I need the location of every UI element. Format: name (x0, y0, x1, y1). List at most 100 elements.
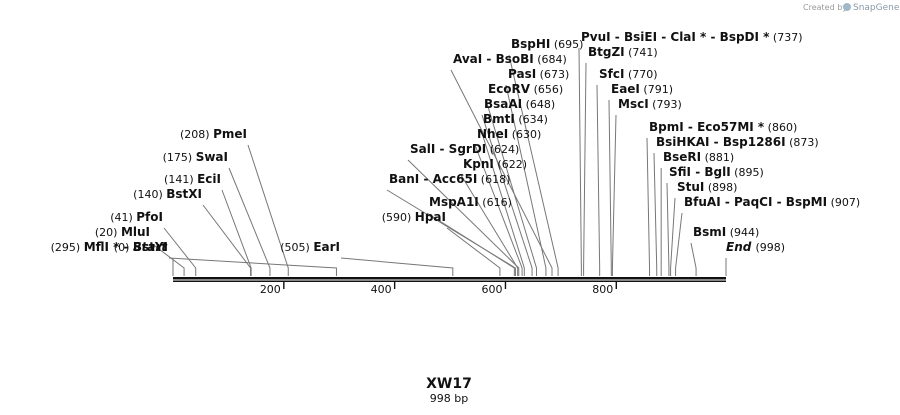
site-leader-line (608, 99, 612, 276)
enzyme-name: BsaAI (484, 97, 522, 111)
site-leader-line (450, 69, 553, 276)
site-position: (295) (51, 241, 84, 254)
site-label-sfii: SfiI - BglI (895) (669, 165, 764, 179)
separator: - (119, 240, 132, 254)
ruler-ticks: 200 400 600 800 (260, 282, 617, 296)
enzyme-name: MflI * (84, 240, 120, 254)
site-label-msci: MscI (793) (618, 97, 682, 111)
separator: - (706, 30, 719, 44)
end-name: End (726, 240, 756, 254)
enzyme-name: SalI (410, 142, 435, 156)
enzyme-name: BspHI (511, 37, 550, 51)
backbone-top-strand (173, 277, 726, 280)
enzyme-name: BspMI (786, 195, 827, 209)
enzyme-name: SwaI (196, 150, 228, 164)
enzyme-name: EaeI (611, 82, 640, 96)
enzyme-name: BstYI (133, 240, 168, 254)
site-position: (873) (786, 136, 819, 149)
enzyme-name: KpnI (463, 157, 494, 171)
site-leader-line (228, 167, 271, 276)
site-leader-line (508, 54, 559, 276)
site-label-bseri: BseRI (881) (663, 150, 734, 164)
snapgene-logo-icon (843, 3, 851, 11)
enzyme-name: PvuI (581, 30, 611, 44)
sequence-name: XW17 (426, 376, 472, 392)
enzyme-name: PaqCI (734, 195, 772, 209)
site-position: (505) (280, 241, 313, 254)
enzyme-name: ClaI * (670, 30, 707, 44)
site-label-mspa1i: MspA1I (616) (429, 195, 512, 209)
tick-label: 600 (481, 283, 502, 296)
separator: - (419, 172, 432, 186)
site-leader-line (221, 189, 252, 276)
enzyme-name: BspDI * (720, 30, 770, 44)
site-label-bsphi: BspHI (695) (511, 37, 583, 51)
enzyme-name: PmeI (213, 127, 247, 141)
start-position: (0) (114, 241, 133, 254)
site-leader-line (386, 189, 516, 276)
site-position: (895) (731, 166, 764, 179)
site-leader-line (505, 84, 547, 276)
separator: - (710, 135, 723, 149)
enzyme-name: BseRI (663, 150, 701, 164)
site-leader-line (163, 227, 197, 276)
site-position: (616) (479, 196, 512, 209)
site-label-mlui: (20) MluI (95, 225, 150, 239)
site-position: (634) (515, 113, 548, 126)
site-label-pfoi: (41) PfoI (110, 210, 163, 224)
site-label-sfci: SfcI (770) (599, 67, 658, 81)
site-leader-line (340, 257, 454, 276)
site-leader-line (666, 182, 670, 276)
enzyme-name: BsiEI (624, 30, 657, 44)
start-label: (0) Start (114, 240, 168, 254)
site-label-btgzi: BtgZI (741) (588, 45, 658, 59)
enzyme-name: BtgZI (588, 45, 625, 59)
tick-label: 200 (260, 283, 281, 296)
separator: - (611, 30, 624, 44)
site-position: (175) (163, 151, 196, 164)
separator: - (721, 195, 734, 209)
site-label-avai: AvaI - BsoBI (684) (453, 52, 567, 66)
enzyme-name: MscI (618, 97, 649, 111)
tick-label: 400 (371, 283, 392, 296)
site-position: (622) (494, 158, 527, 171)
enzyme-name: BsoBI (496, 52, 534, 66)
end-position: (998) (756, 241, 786, 254)
site-label-bsihkai: BsiHKAI - Bsp1286I (873) (656, 135, 819, 149)
site-position: (618) (477, 173, 510, 186)
site-position: (630) (508, 128, 541, 141)
site-leader-line (485, 99, 537, 276)
site-position: (624) (486, 143, 519, 156)
enzyme-name: BsiHKAI (656, 135, 710, 149)
site-leader-line (690, 242, 697, 276)
site-leader-line (611, 114, 617, 276)
enzyme-name: AvaI (453, 52, 482, 66)
site-label-bani: BanI - Acc65I (618) (389, 172, 510, 186)
site-leader-line (426, 212, 515, 276)
site-position: (944) (726, 226, 759, 239)
site-position: (898) (704, 181, 737, 194)
site-label-nhei: NheI (630) (477, 127, 541, 141)
site-leader-line (474, 144, 523, 276)
credit-brand: SnapGene (853, 3, 900, 13)
site-position: (907) (827, 196, 860, 209)
enzyme-name: BpmI (649, 120, 684, 134)
site-position: (791) (640, 83, 673, 96)
backbone-bottom-strand (173, 280, 726, 282)
site-leader-line (168, 257, 337, 276)
enzyme-name: Eco57MI * (697, 120, 765, 134)
site-leader-line (150, 242, 185, 276)
separator: - (435, 142, 448, 156)
separator: - (482, 52, 495, 66)
separator: - (684, 120, 697, 134)
enzyme-name: HpaI (415, 210, 446, 224)
site-position: (656) (530, 83, 563, 96)
site-label-bstxi: (140) BstXI (133, 187, 202, 201)
snapgene-credit: Created by SnapGene (803, 3, 900, 13)
site-labels: (0) Start(295) MflI * - BstYI (505) EarI E… (51, 30, 861, 254)
site-leader-line (675, 212, 683, 276)
site-label-kpni: KpnI (622) (463, 157, 527, 171)
enzyme-name: PasI (508, 67, 536, 81)
site-label-sali: SalI - SgrDI (624) (410, 142, 519, 156)
